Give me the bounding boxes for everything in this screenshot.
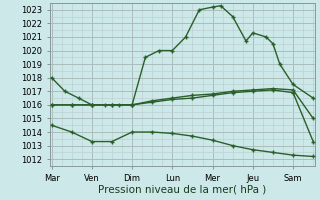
X-axis label: Pression niveau de la mer( hPa ): Pression niveau de la mer( hPa ): [98, 184, 267, 194]
